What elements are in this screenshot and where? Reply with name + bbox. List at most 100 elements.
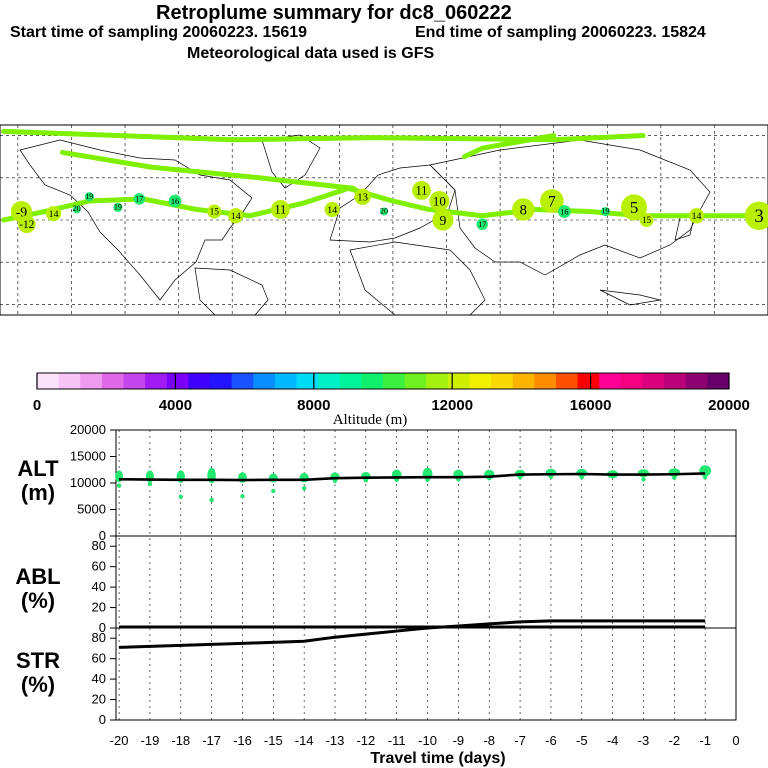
alt-spread-lower [672,475,677,480]
x-tick-label: -19 [141,733,160,748]
colorbar-tick-label: 0 [33,397,41,414]
y-tick-label: 60 [92,559,106,574]
colorbar-cell [556,373,579,389]
colorbar-cell [383,373,406,389]
y-tick-label: 80 [92,630,106,645]
alt-spread-lower [209,497,214,503]
map-tracks [1,128,762,223]
colorbar-cell [491,373,514,389]
alt-spread-lower [425,477,430,483]
y-tick-label: 15000 [70,449,106,464]
alt-spread-lower [147,481,153,487]
map-marker [72,205,81,214]
map-day-label: 14 [49,209,59,220]
x-tick-label: -6 [545,733,557,748]
coast-indonesia [599,289,661,306]
x-tick-label: -16 [233,733,252,748]
colorbar-tick-label: 12000 [431,397,473,414]
x-tick-label: -5 [576,733,588,748]
colorbar-tick-label: 20000 [708,397,750,414]
map-day-label: 9 [439,213,446,228]
map-day-label: 15 [210,207,220,217]
map-points: -9-12 14 20 19 19 17 16 15 14 11 14 13 11 10 20 9 17 8 7 16… [10,181,768,234]
x-tick-label: -15 [264,733,283,748]
colorbar-cell [253,373,276,389]
colorbar-tick-label: 4000 [159,397,192,414]
map-day-label: 10 [433,194,446,209]
alt-spread-lower [116,483,122,488]
map-day-label: 17 [135,194,143,203]
map-marker [17,215,36,234]
y-tick-label: 40 [92,671,106,686]
colorbar-cell [469,373,492,389]
x-tick-label: -2 [669,733,681,748]
y-tick-label: 80 [92,538,106,553]
alt-spread-lower [240,494,245,499]
alt-spread-lower [332,478,338,484]
y-tick-label: 20000 [70,422,106,437]
map-marker [540,189,564,213]
colorbar-cell [707,373,730,389]
y-tick-label: 20 [92,600,106,615]
map-day-label: 13 [357,192,368,203]
x-tick-label: -4 [607,733,619,748]
map-track-arctic-return [461,133,557,160]
x-tick-label: -7 [514,733,526,748]
colorbar-cell [642,373,665,389]
alt-spread-lower [301,486,307,491]
map-day-label: 17 [478,220,486,229]
map-day-label: 5 [630,198,638,217]
alt-spread-lower [579,474,584,480]
colorbar-cell [685,373,708,389]
colorbar-cell [80,373,103,389]
map-day-label: 14 [327,205,337,216]
y-tick-label: 5000 [77,502,106,517]
str-line [119,619,706,649]
colorbar-cell [274,373,297,389]
map-day-label: 20 [380,206,388,215]
colorbar-cell [339,373,362,389]
x-tick-label: -14 [295,733,314,748]
abl-label-a: ABL [15,564,60,589]
alt-median-line [119,472,706,482]
coast-greenland [261,134,321,189]
x-tick-label: -9 [453,733,465,748]
coast-africa [349,241,486,316]
colorbar-cell [664,373,687,389]
colorbar-cell [58,373,81,389]
alt-spread-lower [517,474,523,480]
map-panel: -9-12 14 20 19 19 17 16 15 14 11 14 13 11 10 20 9 17 8 7 16… [0,124,768,316]
alt-points [115,465,712,503]
map-day-label: 11 [275,203,287,217]
y-tick-label: 10000 [70,475,106,490]
x-tick-label: -11 [388,733,406,748]
end-time-text: End time of sampling 20060223. 15824 [415,24,706,41]
coast-asia [429,139,711,276]
alt-spread-lower [702,474,708,480]
map-marker [412,181,431,200]
page-title: Retroplume summary for dc8_060222 [156,2,512,24]
str-label-a: STR [16,648,60,673]
colorbar-cell [101,373,124,389]
y-tick-label: 0 [99,620,106,635]
colorbar-label: Altitude (m) [333,412,408,428]
met-data-text: Meteorological data used is GFS [187,45,435,62]
colorbar-cell [166,373,189,389]
map-marker [168,194,182,208]
y-tick-label: 60 [92,651,106,666]
x-tick-label: -1 [699,733,711,748]
colorbar: 0 4000 8000 12000 16000 20000 Altitude (m) [33,372,750,428]
colorbar-cell [534,373,557,389]
alt-label-a: ALT [17,456,59,481]
map-marker [512,198,535,221]
map-day-label: 19 [601,207,609,216]
map-track-polar-track [1,128,646,143]
colorbar-tick-label: 8000 [297,397,330,414]
str-series-line [119,619,706,649]
map-marker [271,200,290,219]
map-marker [45,206,62,222]
map-marker [476,218,489,231]
colorbar-cell [620,373,643,389]
